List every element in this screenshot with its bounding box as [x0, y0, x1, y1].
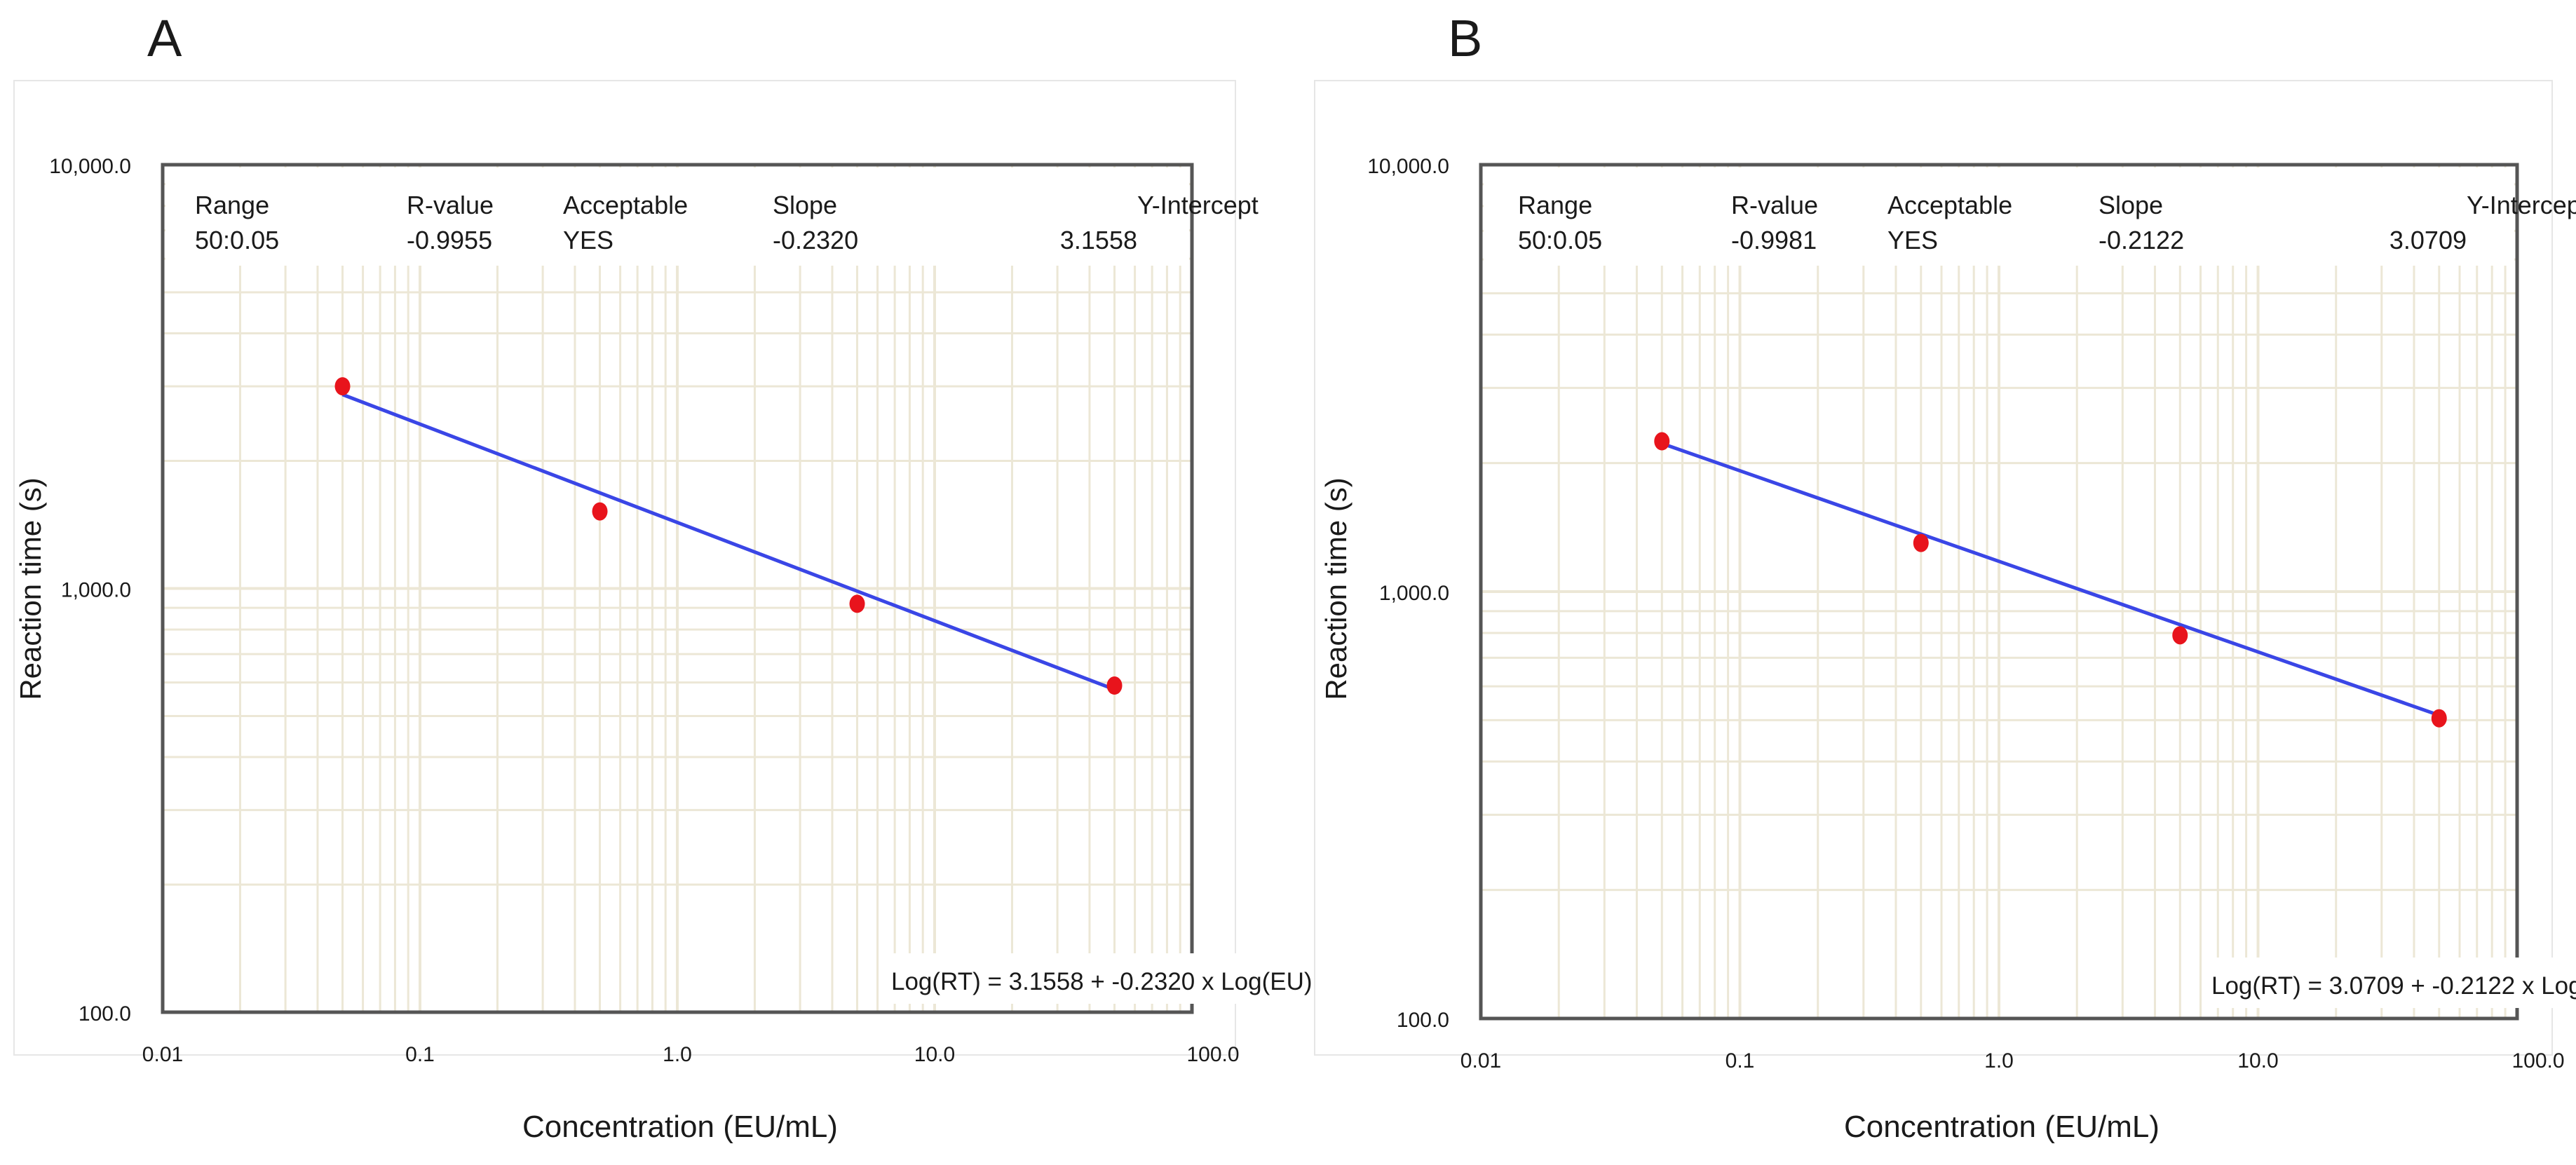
gridlines: [1481, 165, 2517, 1018]
gridlines: [163, 165, 1192, 1012]
stats-acceptable-value: YES: [563, 226, 614, 254]
y-tick-label: 1,000.0: [1379, 582, 1449, 605]
x-tick-label: 10.0: [914, 1043, 955, 1066]
stats-acceptable-value: YES: [1887, 226, 1938, 254]
x-tick-label: 100.0: [2511, 1049, 2564, 1072]
x-axis-title: Concentration (EU/mL): [1844, 1110, 2160, 1144]
x-axis-title: Concentration (EU/mL): [522, 1110, 838, 1144]
y-tick-label: 10,000.0: [1367, 155, 1449, 178]
stats-header: Range 50:0.05 R-value -0.9981 Acceptable YES S…: [1518, 191, 2576, 254]
regression-equation: Log(RT) = 3.1558 + -0.2320 x Log(EU): [891, 968, 1313, 995]
y-tick-label: 1,000.0: [61, 579, 131, 602]
x-tick-label: 0.01: [1460, 1049, 1501, 1072]
stats-r-label: R-value: [1731, 191, 1818, 219]
y-tick-label: 100.0: [79, 1002, 131, 1026]
y-tick-label: 100.0: [1397, 1009, 1449, 1032]
y-axis-title: Reaction time (s): [1320, 477, 1353, 700]
data-point: [1106, 676, 1123, 695]
stats-r-value: -0.9955: [407, 226, 492, 254]
data-point: [1913, 533, 1929, 552]
panel-letter: A: [147, 9, 182, 67]
stats-header-box: [1484, 168, 2514, 266]
plot-border: [161, 163, 1194, 1014]
chart-panel-a: A Range 50:0.05 R-value -0.9955 Acceptable YES…: [13, 9, 1423, 1144]
stats-slope-label: Slope: [2099, 191, 2163, 219]
stats-intercept-label: Y-Intercept: [2467, 191, 2576, 219]
stats-range-label: Range: [1518, 191, 1592, 219]
stats-range-value: 50:0.05: [195, 226, 279, 254]
stats-slope-value: -0.2122: [2099, 226, 2184, 254]
chart-panel-b: B Range 50:0.05 R-value -0.9981 Acceptable YES…: [1314, 9, 2576, 1144]
x-tick-label: 0.1: [405, 1043, 435, 1066]
stats-r-label: R-value: [407, 191, 494, 219]
x-tick-label: 1.0: [663, 1043, 692, 1066]
data-point: [2431, 709, 2447, 728]
x-tick-label: 0.1: [1726, 1049, 1755, 1072]
stats-r-value: -0.9981: [1731, 226, 1817, 254]
data-point: [1654, 432, 1670, 451]
stats-intercept-value: 3.1558: [1060, 226, 1137, 254]
stats-intercept-value: 3.0709: [2389, 226, 2467, 254]
stats-slope-label: Slope: [773, 191, 837, 219]
data-point: [849, 594, 865, 613]
stats-range-value: 50:0.05: [1518, 226, 1602, 254]
data-point: [334, 377, 351, 396]
equation-box: [2203, 958, 2576, 1008]
x-tick-label: 0.01: [142, 1043, 183, 1066]
x-tick-label: 1.0: [1984, 1049, 2014, 1072]
stats-acceptable-label: Acceptable: [1887, 191, 2012, 219]
stats-header: Range 50:0.05 R-value -0.9955 Acceptable YES S…: [195, 191, 1259, 254]
y-tick-label: 10,000.0: [49, 155, 131, 178]
regression-line: [341, 393, 1116, 691]
x-tick-label: 100.0: [1186, 1043, 1239, 1066]
stats-slope-value: -0.2320: [773, 226, 858, 254]
stats-header-box: [165, 168, 1189, 266]
plot-border: [1479, 163, 2519, 1021]
stats-intercept-label: Y-Intercept: [1137, 191, 1259, 219]
y-axis-title: Reaction time (s): [14, 477, 47, 700]
regression-equation: Log(RT) = 3.0709 + -0.2122 x Log(EU): [2211, 972, 2576, 1000]
stats-range-label: Range: [195, 191, 269, 219]
regression-line: [1661, 442, 2440, 717]
panel-letter: B: [1448, 9, 1482, 67]
data-point: [592, 502, 608, 521]
stats-acceptable-label: Acceptable: [563, 191, 688, 219]
data-point: [2172, 626, 2188, 645]
x-tick-label: 10.0: [2237, 1049, 2278, 1072]
